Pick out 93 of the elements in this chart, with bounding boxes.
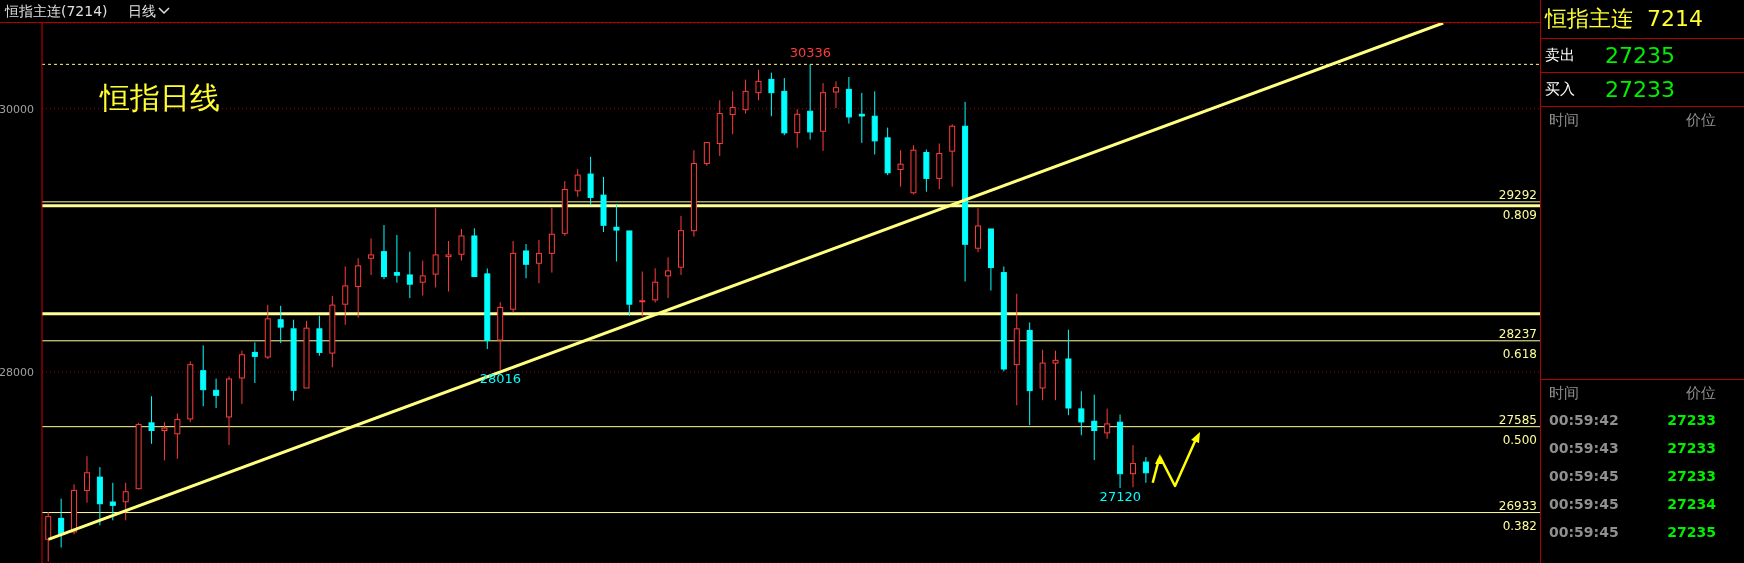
candlestick [665,256,672,299]
candlestick [432,207,439,288]
candlestick [548,207,555,274]
annotation: 0.500 [1502,432,1537,447]
candlestick [277,305,284,344]
candlestick [858,92,865,144]
candlestick [1052,350,1059,401]
text: 00:59:42 [1549,412,1619,428]
candlestick [884,127,891,176]
text: 价位 [1686,383,1716,403]
candlestick [200,344,207,407]
annotation: 0.809 [1502,207,1537,222]
text: 买入 [1545,80,1576,99]
candlestick [639,271,646,317]
candlestick [303,320,310,389]
candlestick [1142,456,1149,484]
candlestick [742,79,749,115]
text: 27233 [1605,77,1675,102]
annotation: 0.382 [1502,518,1537,533]
candlestick [807,63,814,141]
chart-subtitle: 恒指主连(7214) [5,2,108,21]
candlestick [975,207,982,253]
candlestick [949,123,956,188]
text: 27235 [1605,43,1675,68]
y-tick-label: 30000 [0,102,34,116]
text: 27234 [1667,496,1716,512]
candlestick [316,315,323,357]
candlestick [962,101,969,283]
candlestick [96,466,103,526]
candlestick [213,378,220,409]
text: 00:59:45 [1549,524,1619,540]
candlestick [613,203,620,263]
candlestick [794,108,801,149]
text: 00:59:45 [1549,496,1619,512]
candlestick [820,82,827,152]
text: 27233 [1667,440,1716,456]
candlestick [781,77,788,136]
candlestick [832,80,839,109]
candlestick [626,230,633,317]
candlestick [148,395,155,445]
text: 27235 [1667,524,1716,540]
candlestick [251,341,258,384]
annotation: 28016 [478,370,523,386]
candlestick [1129,444,1136,488]
annotation: 0.618 [1502,346,1537,361]
candlestick [845,76,852,125]
ref-line-label: 26933 [1498,498,1537,513]
text: 时间 [1549,383,1579,403]
candlestick [1039,349,1046,401]
ref-line-label: 28237 [1498,326,1537,341]
candlestick [716,99,723,157]
candlestick [729,90,736,135]
candlestick [703,142,710,167]
candlestick [987,228,994,291]
annotation: 30336 [788,45,833,61]
candlestick [1091,394,1098,461]
candlestick [1078,390,1085,436]
text: 27233 [1667,468,1716,484]
candlestick [393,234,400,284]
candlestick [678,215,684,276]
candlestick [368,237,375,276]
candlestick [561,180,568,237]
candlestick [406,251,413,299]
candlestick [226,375,233,446]
candlestick [342,266,349,326]
candlestick [445,240,452,293]
candlestick [83,455,90,504]
candlestick [1117,414,1124,489]
text: 时间 [1549,110,1579,130]
candlestick [419,260,426,296]
text: 卖出 [1545,46,1576,65]
candlestick [1013,293,1020,406]
ref-line-label: 29292 [1498,187,1537,202]
text: 00:59:43 [1549,440,1619,456]
candlestick [936,143,943,190]
text: 价位 [1686,110,1716,130]
y-tick-label: 28000 [0,365,34,379]
text: 日线 [127,2,156,21]
candlestick [535,239,542,284]
candlestick [510,240,517,313]
candlestick [71,483,78,535]
text: 恒指主连 7214 [1541,0,1744,39]
annotation: 27120 [1098,488,1142,504]
text: 27233 [1667,412,1716,428]
candlestick [897,149,904,188]
text: 00:59:45 [1549,468,1619,484]
text: 恒指日线 [100,79,220,117]
candlestick [497,301,504,371]
candlestick [238,350,245,405]
candlestick [690,149,697,238]
ref-line-label: 27585 [1498,412,1537,427]
candlestick [380,224,387,280]
candlestick [523,243,530,279]
